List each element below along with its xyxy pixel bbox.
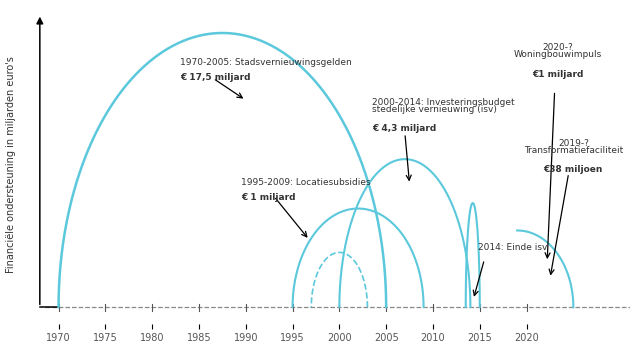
Text: 2000-2014: Investeringsbudget: 2000-2014: Investeringsbudget (372, 98, 515, 107)
Text: stedelijke vernieuwing (isv): stedelijke vernieuwing (isv) (372, 105, 497, 114)
Text: Transformatiefaciliteit: Transformatiefaciliteit (524, 146, 623, 155)
Text: Woningbouwimpuls: Woningbouwimpuls (513, 50, 601, 59)
Text: 1995-2009: Locatiesubsidies: 1995-2009: Locatiesubsidies (241, 178, 371, 187)
Text: € 1 miljard: € 1 miljard (241, 193, 296, 202)
Text: € 4,3 miljard: € 4,3 miljard (372, 124, 436, 133)
Text: 2020-?: 2020-? (542, 43, 573, 52)
Text: €1 miljard: €1 miljard (532, 70, 583, 79)
Text: 2014: Einde isv: 2014: Einde isv (478, 243, 547, 252)
Text: € 17,5 miljard: € 17,5 miljard (180, 73, 250, 82)
Text: €38 miljoen: €38 miljoen (544, 165, 603, 174)
Text: 2019-?: 2019-? (558, 139, 589, 148)
Y-axis label: Financiële ondersteuning in miljarden euro's: Financiële ondersteuning in miljarden eu… (6, 56, 15, 273)
Text: 1970-2005: Stadsvernieuwingsgelden: 1970-2005: Stadsvernieuwingsgelden (180, 58, 352, 67)
